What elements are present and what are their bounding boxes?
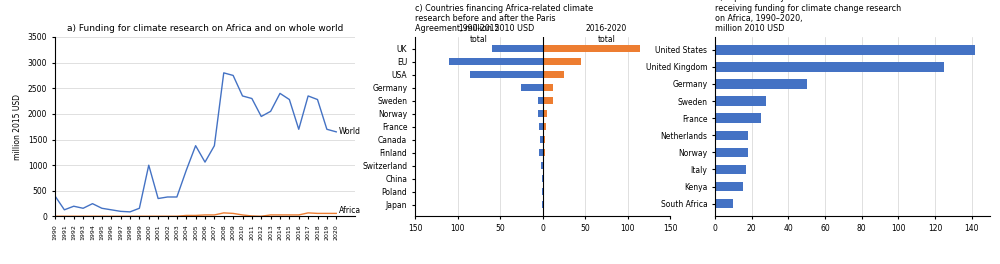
Text: 1990-2015
total: 1990-2015 total [458,24,499,44]
Bar [470,71,542,78]
Bar [521,84,542,91]
Bar [540,136,542,143]
Bar [715,114,761,123]
Title: a) Funding for climate research on Africa and on whole world: a) Funding for climate research on Afric… [67,24,343,34]
Bar [542,175,544,182]
Bar [542,58,581,65]
Bar [715,148,748,157]
Y-axis label: million 2015 USD: million 2015 USD [13,94,22,160]
Bar [492,45,542,52]
Bar [715,96,766,106]
Bar [542,84,553,91]
Bar [539,149,542,156]
Bar [542,149,545,156]
Text: c) Countries financing Africa-related climate
research before and after the Pari: c) Countries financing Africa-related cl… [415,4,593,34]
Bar [538,97,542,104]
Bar [715,131,748,140]
Text: 2016-2020
total: 2016-2020 total [586,24,627,44]
Bar [542,162,544,169]
Text: Africa: Africa [339,206,361,215]
Bar [715,165,746,174]
Bar [538,110,542,117]
Bar [541,162,542,169]
Bar [715,62,944,72]
Bar [715,45,975,55]
Bar [715,199,733,208]
Bar [539,123,542,130]
Bar [542,123,546,130]
Bar [715,182,742,191]
Bar [542,110,547,117]
Bar [542,97,553,104]
Text: World: World [339,127,361,136]
Bar [542,136,545,143]
Bar [542,71,564,78]
Bar [542,45,640,52]
Text: d) Top 10 country locations of institutions
receiving funding for climate change: d) Top 10 country locations of instituti… [715,0,901,34]
Bar [715,79,807,89]
Bar [449,58,542,65]
